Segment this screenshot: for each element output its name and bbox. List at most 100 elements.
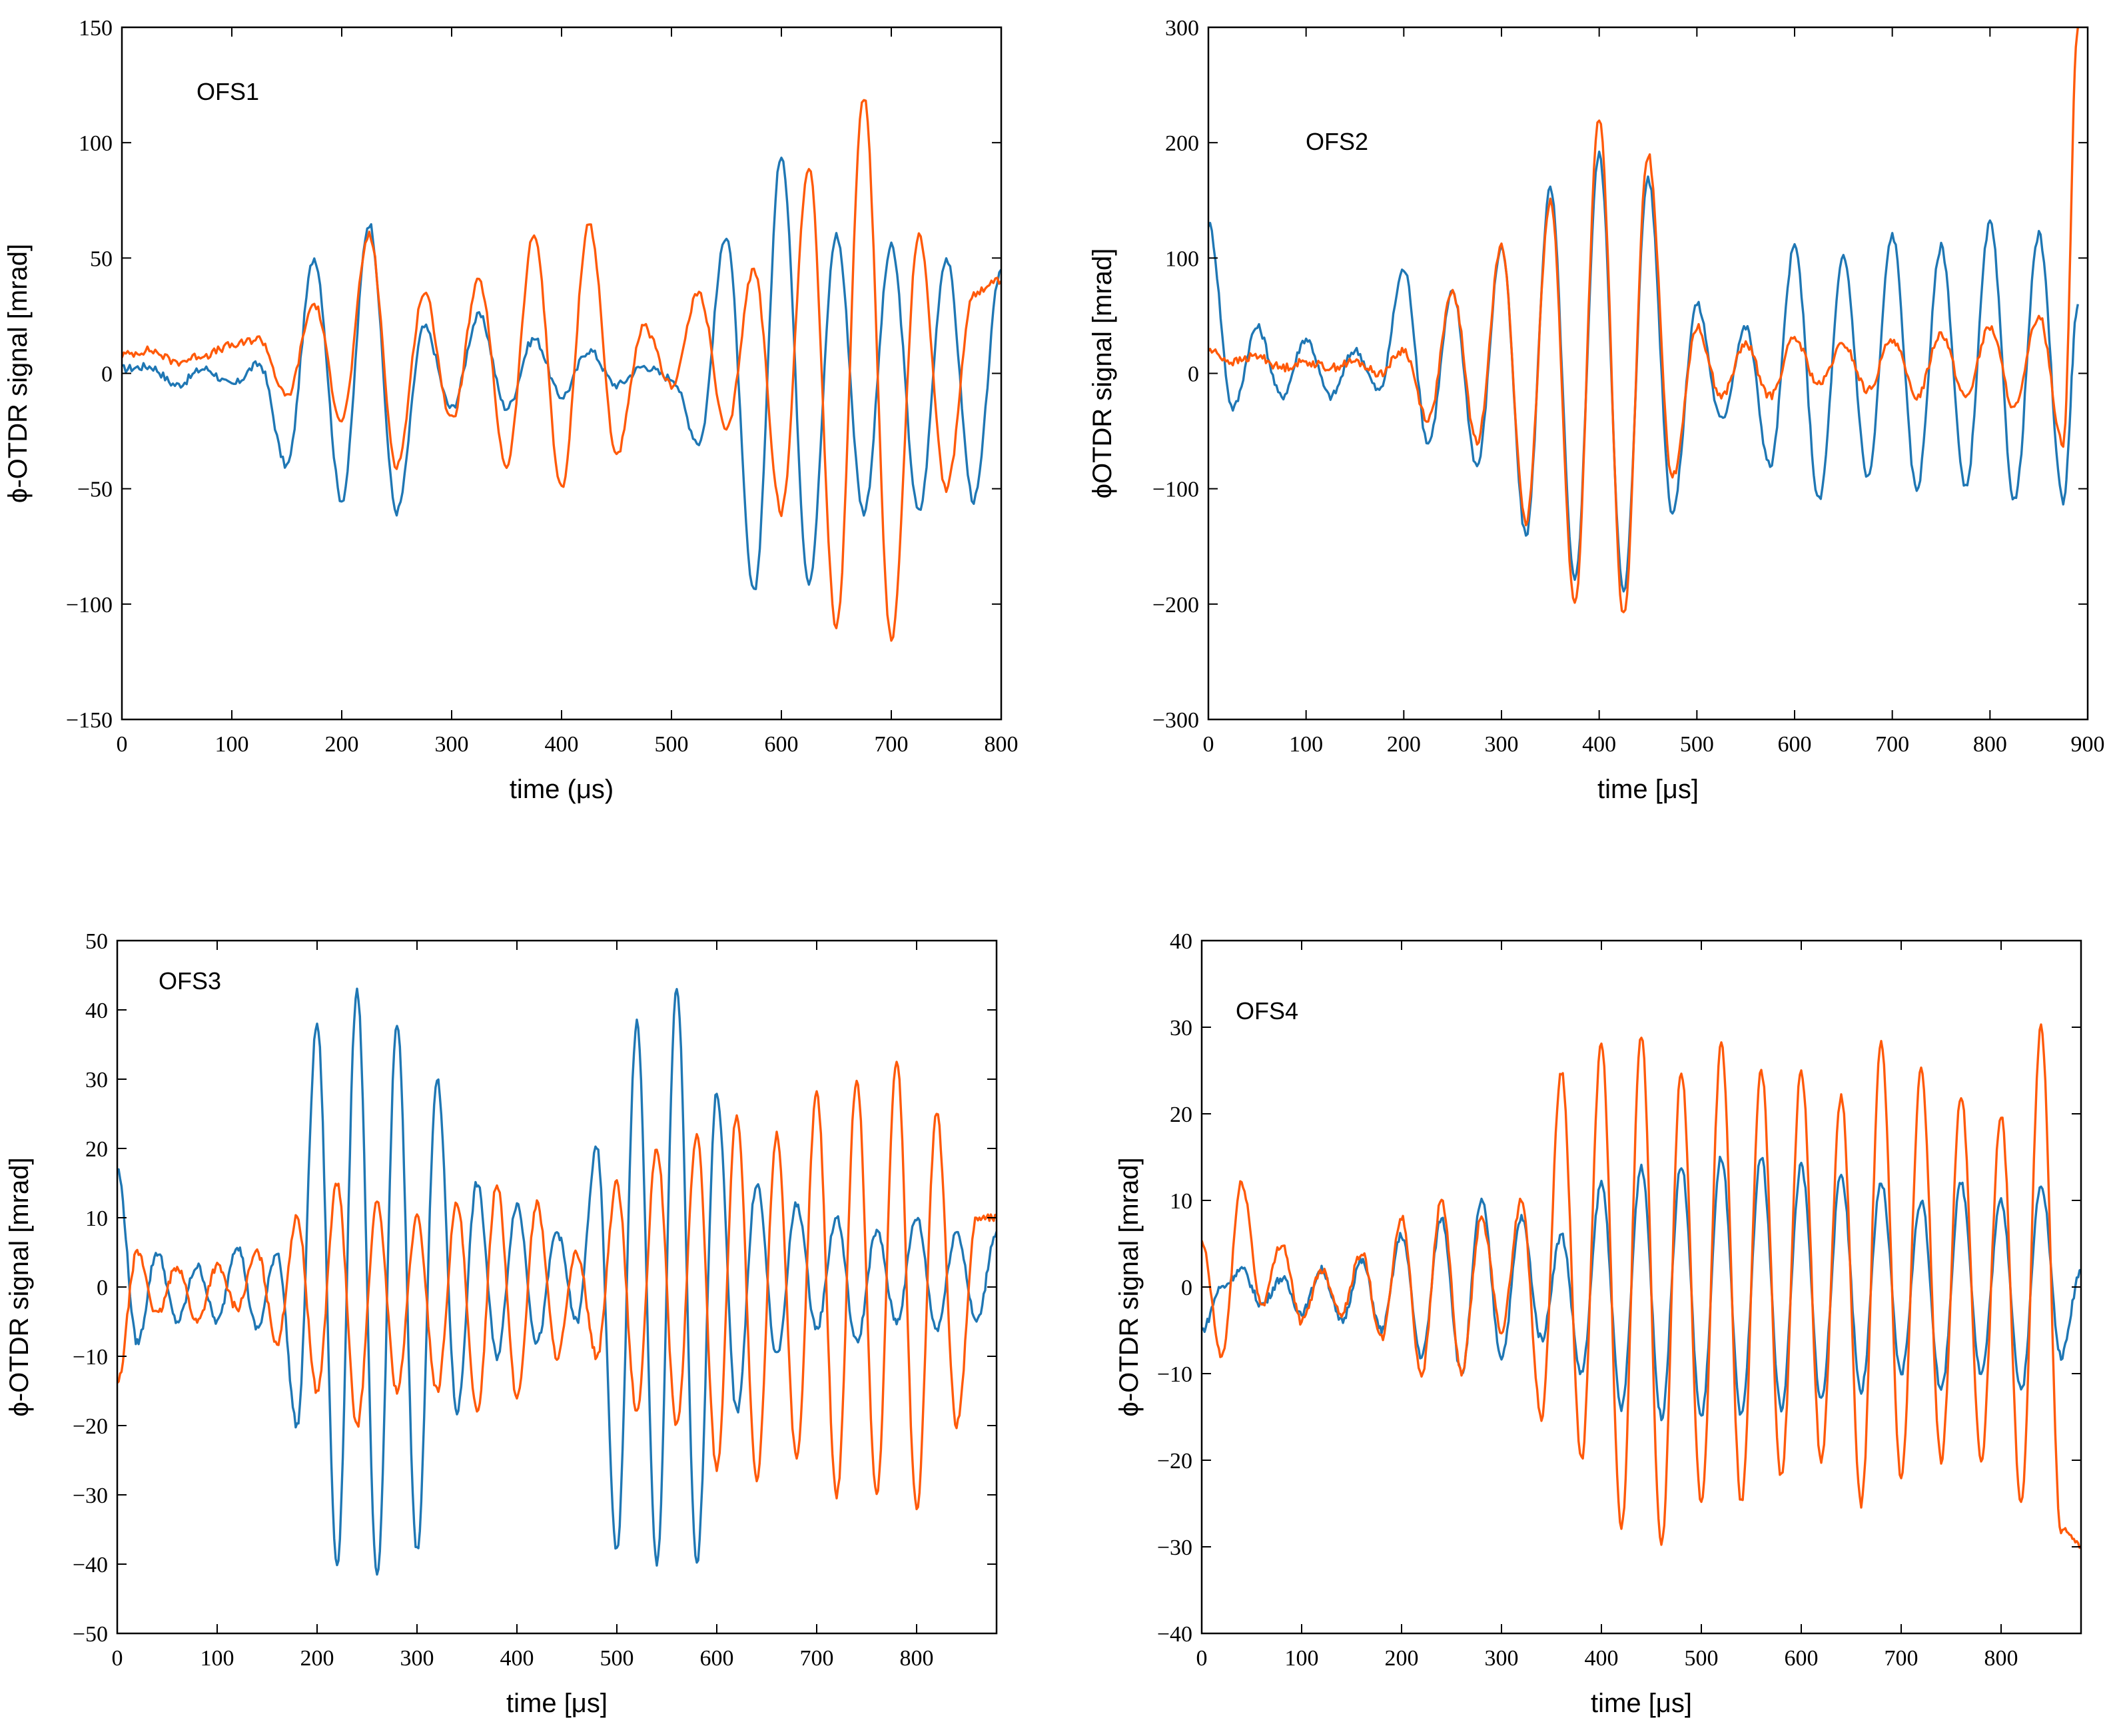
x-tick-label: 400 xyxy=(545,732,579,757)
series-group xyxy=(1202,1023,2081,1549)
series-group xyxy=(117,987,997,1576)
x-tick-label: 200 xyxy=(1387,732,1421,757)
panel-tag: OFS4 xyxy=(1236,997,1298,1025)
x-tick-label: 400 xyxy=(1582,732,1616,757)
x-tick-label: 200 xyxy=(1385,1646,1419,1671)
y-axis-label: ϕ-OTDR signal [mrad] xyxy=(1114,1157,1144,1416)
x-tick-label: 300 xyxy=(435,732,469,757)
y-tick-label: 0 xyxy=(1181,1276,1192,1300)
series-line-orange xyxy=(122,99,1001,642)
series-line-blue xyxy=(122,157,1001,590)
y-tick-label: −10 xyxy=(73,1345,108,1370)
y-tick-label: −200 xyxy=(1152,593,1199,618)
y-tick-label: 100 xyxy=(79,131,113,156)
x-tick-label: 300 xyxy=(400,1646,434,1671)
series-line-blue xyxy=(1208,150,2079,593)
y-axis-label: ϕ-OTDR signal [mrad] xyxy=(3,244,33,503)
panel-ofs2: 0 100 200 300 400 500 600 700 800 900 −300 −200 −100… xyxy=(1088,16,2105,804)
series-group xyxy=(1208,27,2079,614)
y-tick-label: 10 xyxy=(85,1206,108,1231)
y-tick-label: 50 xyxy=(85,929,108,954)
y-tick-label: 0 xyxy=(101,362,113,387)
y-tick-label: −30 xyxy=(1157,1535,1192,1560)
x-tick-label: 800 xyxy=(1984,1646,2018,1671)
y-axis-label: ϕOTDR signal [mrad] xyxy=(1088,248,1117,499)
x-axis-label: time (μs) xyxy=(510,775,614,804)
x-tick-label: 600 xyxy=(700,1646,734,1671)
y-tick-label: 300 xyxy=(1165,16,1199,41)
x-tick-label: 500 xyxy=(1680,732,1714,757)
x-tick-label: 900 xyxy=(2071,732,2105,757)
series-line-blue xyxy=(117,987,997,1576)
x-tick-label: 0 xyxy=(1203,732,1214,757)
series-line-orange xyxy=(1208,27,2079,614)
series-line-orange xyxy=(1202,1023,2081,1549)
y-tick-label: −40 xyxy=(1157,1622,1192,1647)
y-tick-label: 20 xyxy=(1170,1102,1192,1127)
y-axis-label: ϕ-OTDR signal [mrad] xyxy=(5,1157,34,1416)
panel-ofs3: 0 100 200 300 400 500 600 700 800−50−40−30−20−10… xyxy=(5,929,998,1718)
y-tick-label: 100 xyxy=(1165,246,1199,271)
y-tick-label: 30 xyxy=(1170,1016,1192,1041)
x-tick-label: 200 xyxy=(300,1646,334,1671)
x-axis-label: time [μs] xyxy=(506,1689,608,1718)
panel-ofs4: 0 100 200 300 400 500 600 700 800 −40 −30 −20 −10 0 10… xyxy=(1114,929,2082,1718)
panel-tag: OFS2 xyxy=(1306,128,1368,155)
y-tick-label: −100 xyxy=(66,593,113,618)
panel-ofs1: 0 100 200 300 400 500 600 700 800 −150 −100 −50 0 50 1… xyxy=(3,16,1019,804)
x-tick-label: 500 xyxy=(655,732,689,757)
x-tick-label: 600 xyxy=(765,732,799,757)
x-tick-label: 400 xyxy=(1585,1646,1619,1671)
x-tick-label: 100 xyxy=(1289,732,1323,757)
x-tick-label: 100 xyxy=(215,732,249,757)
panel-tag: OFS3 xyxy=(159,967,221,995)
y-tick-label: −40 xyxy=(73,1553,108,1577)
x-tick-label: 700 xyxy=(1885,1646,1918,1671)
y-tick-label: 200 xyxy=(1165,131,1199,156)
plot-frame xyxy=(1200,939,2082,1635)
x-tick-label: 100 xyxy=(1285,1646,1319,1671)
x-axis-label: time [μs] xyxy=(1591,1689,1692,1718)
x-tick-label: 200 xyxy=(325,732,359,757)
x-tick-label: 400 xyxy=(500,1646,534,1671)
x-tick-label: 300 xyxy=(1485,732,1519,757)
x-tick-label: 500 xyxy=(1685,1646,1719,1671)
y-tick-label: 40 xyxy=(1170,929,1192,954)
x-tick-label: 700 xyxy=(875,732,909,757)
y-tick-label: −150 xyxy=(66,708,113,733)
x-tick-label: 800 xyxy=(1973,732,2007,757)
x-tick-label: 0 xyxy=(112,1646,123,1671)
x-tick-label: 700 xyxy=(1875,732,1909,757)
y-tick-label: 40 xyxy=(85,999,108,1023)
x-tick-label: 500 xyxy=(600,1646,634,1671)
x-tick-label: 800 xyxy=(900,1646,934,1671)
series-line-blue xyxy=(1202,1155,2081,1422)
panel-tag: OFS1 xyxy=(197,78,259,105)
y-tick-label: 0 xyxy=(1188,362,1199,387)
series-group xyxy=(122,99,1001,642)
x-tick-label: 300 xyxy=(1485,1646,1519,1671)
x-tick-label: 600 xyxy=(1785,1646,1819,1671)
y-tick-label: 150 xyxy=(79,16,113,41)
series-line-orange xyxy=(117,1061,997,1511)
plot-frame xyxy=(116,939,998,1635)
y-tick-label: 50 xyxy=(90,246,113,271)
y-tick-label: 0 xyxy=(97,1276,108,1300)
y-tick-label: −20 xyxy=(1157,1449,1192,1474)
y-tick-label: 20 xyxy=(85,1137,108,1162)
x-tick-label: 800 xyxy=(985,732,1019,757)
y-tick-label: −50 xyxy=(73,1622,108,1647)
y-tick-label: −10 xyxy=(1157,1362,1192,1387)
y-tick-label: −300 xyxy=(1152,708,1199,733)
x-tick-label: 600 xyxy=(1778,732,1812,757)
y-tick-label: −50 xyxy=(77,478,113,502)
x-tick-label: 0 xyxy=(1196,1646,1208,1671)
y-tick-label: 10 xyxy=(1170,1189,1192,1214)
y-tick-label: −20 xyxy=(73,1414,108,1439)
y-tick-label: 30 xyxy=(85,1068,108,1092)
x-tick-label: 700 xyxy=(800,1646,834,1671)
y-tick-label: −100 xyxy=(1152,478,1199,502)
x-tick-label: 0 xyxy=(117,732,128,757)
